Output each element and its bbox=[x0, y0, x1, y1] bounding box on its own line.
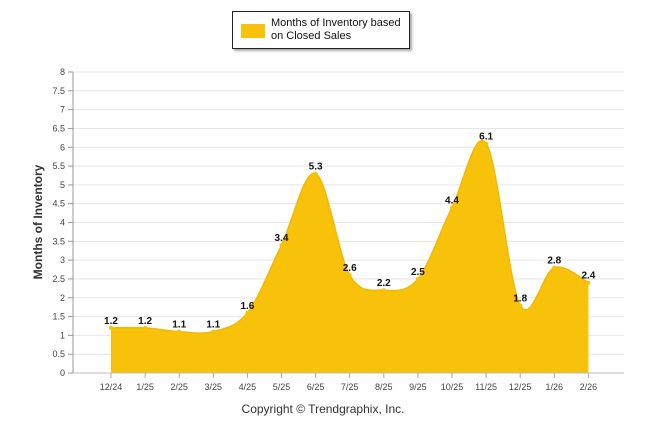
area-fill[interactable] bbox=[111, 140, 589, 373]
y-tick-label: 8 bbox=[60, 67, 65, 77]
data-point[interactable] bbox=[450, 205, 454, 210]
legend[interactable]: Months of Inventory based on Closed Sale… bbox=[232, 11, 410, 49]
x-tick-label: 11/25 bbox=[475, 382, 497, 392]
data-label: 3.4 bbox=[275, 233, 289, 244]
y-tick-label: 1 bbox=[60, 330, 65, 340]
y-tick-label: 7 bbox=[60, 105, 65, 115]
data-point[interactable] bbox=[586, 280, 591, 285]
data-label: 1.2 bbox=[104, 316, 118, 327]
data-point[interactable] bbox=[518, 303, 523, 308]
y-tick-label: 3 bbox=[60, 255, 65, 265]
x-tick-label: 1/26 bbox=[546, 382, 564, 392]
data-label: 1.1 bbox=[206, 320, 220, 331]
data-point[interactable] bbox=[279, 243, 284, 248]
series-line bbox=[110, 140, 589, 334]
x-tick-label: 2/26 bbox=[580, 382, 598, 392]
x-tick-label: 12/24 bbox=[100, 382, 123, 392]
data-label: 2.6 bbox=[343, 263, 357, 274]
y-tick-label: 2.5 bbox=[52, 274, 65, 284]
y-axis-ticks: 0 0.5 1 1.5 2 2.5 3 3.5 4 4.5 5 5.5 6 6.5 7 7.5 8 bbox=[52, 67, 74, 378]
y-tick-label: 7.5 bbox=[52, 86, 65, 96]
x-axis-ticks: 12/24 1/25 2/25 3/25 4/25 5/25 6/25 7/25 8/25 9/2… bbox=[73, 372, 624, 392]
x-tick-label: 4/25 bbox=[239, 382, 257, 392]
y-tick-label: 4.5 bbox=[52, 199, 65, 209]
y-axis-label: Months of Inventory bbox=[31, 164, 45, 279]
y-tick-label: 0 bbox=[60, 368, 65, 378]
y-tick-label: 3.5 bbox=[52, 236, 65, 246]
y-tick-label: 6.5 bbox=[52, 123, 65, 133]
data-label: 2.2 bbox=[377, 278, 391, 289]
data-labels: 1.2 1.2 1.1 1.1 1.6 3.4 5.3 2.6 2.2 2.5 4.4 6.1 1.8 2… bbox=[104, 131, 596, 334]
data-point[interactable] bbox=[415, 276, 420, 281]
data-label: 2.5 bbox=[411, 267, 425, 278]
data-point[interactable] bbox=[211, 329, 216, 334]
y-tick-label: 2 bbox=[60, 293, 65, 303]
x-tick-label: 2/25 bbox=[170, 382, 188, 392]
data-label: 1.8 bbox=[513, 293, 527, 304]
data-point[interactable] bbox=[552, 265, 557, 270]
data-point[interactable] bbox=[177, 329, 182, 334]
legend-swatch bbox=[241, 24, 265, 38]
x-tick-label: 3/25 bbox=[205, 382, 223, 392]
x-tick-label: 1/25 bbox=[136, 382, 154, 392]
data-point[interactable] bbox=[347, 273, 352, 278]
area-series bbox=[110, 140, 589, 373]
x-tick-label: 7/25 bbox=[341, 382, 359, 392]
data-label: 2.8 bbox=[547, 256, 561, 267]
data-point[interactable] bbox=[484, 141, 489, 146]
data-point[interactable] bbox=[245, 310, 250, 315]
y-tick-label: 0.5 bbox=[52, 349, 65, 359]
data-point[interactable] bbox=[109, 325, 113, 330]
y-tick-label: 5.5 bbox=[52, 161, 65, 171]
data-label: 1.2 bbox=[138, 316, 152, 327]
x-tick-label: 9/25 bbox=[409, 382, 427, 392]
data-label: 4.4 bbox=[445, 195, 459, 206]
data-point[interactable] bbox=[381, 288, 386, 293]
y-tick-label: 5 bbox=[60, 180, 65, 190]
x-tick-label: 8/25 bbox=[375, 382, 393, 392]
y-tick-label: 4 bbox=[60, 218, 65, 228]
data-label: 2.4 bbox=[581, 271, 595, 282]
x-tick-label: 12/25 bbox=[509, 382, 532, 392]
x-tick-label: 6/25 bbox=[307, 382, 325, 392]
x-tick-label: 5/25 bbox=[273, 382, 291, 392]
data-label: 5.3 bbox=[309, 162, 323, 173]
data-label: 1.6 bbox=[240, 301, 254, 312]
data-label: 6.1 bbox=[479, 131, 493, 142]
y-tick-label: 1.5 bbox=[52, 312, 65, 322]
copyright-text: Copyright © Trendgraphix, Inc. bbox=[241, 402, 405, 416]
x-tick-label: 10/25 bbox=[441, 382, 464, 392]
legend-label: Months of Inventory based on Closed Sale… bbox=[271, 17, 401, 42]
y-tick-label: 6 bbox=[60, 142, 65, 152]
data-point[interactable] bbox=[143, 325, 148, 330]
data-label: 1.1 bbox=[172, 320, 186, 331]
data-point[interactable] bbox=[313, 171, 318, 176]
